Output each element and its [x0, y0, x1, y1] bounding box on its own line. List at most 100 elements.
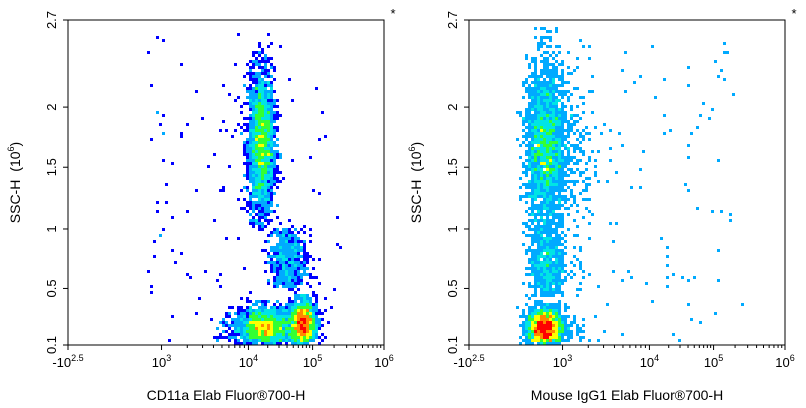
density-point — [261, 168, 264, 171]
density-point — [546, 207, 549, 210]
density-point — [273, 66, 276, 69]
density-point — [306, 258, 309, 261]
density-point — [318, 192, 321, 195]
density-point — [273, 336, 276, 339]
density-point — [555, 30, 558, 33]
density-point — [555, 87, 558, 90]
density-point — [561, 282, 564, 285]
density-point — [546, 243, 549, 246]
density-point — [264, 159, 267, 162]
density-point — [291, 273, 294, 276]
density-point — [522, 162, 525, 165]
density-point — [258, 216, 261, 219]
density-point — [312, 303, 315, 306]
density-point — [234, 342, 237, 345]
density-point — [270, 138, 273, 141]
density-point — [531, 108, 534, 111]
density-point — [576, 66, 579, 69]
density-point — [543, 192, 546, 195]
density-point — [267, 102, 270, 105]
density-point — [249, 135, 252, 138]
density-point — [543, 339, 546, 342]
x-tick-label: 105 — [704, 353, 723, 370]
density-point — [525, 324, 528, 327]
density-point — [552, 261, 555, 264]
density-point — [267, 132, 270, 135]
density-point — [264, 192, 267, 195]
density-point — [279, 231, 282, 234]
density-point — [234, 339, 237, 342]
density-point — [531, 57, 534, 60]
density-point — [573, 180, 576, 183]
density-point — [540, 81, 543, 84]
density-point — [534, 183, 537, 186]
density-point — [534, 204, 537, 207]
density-point — [264, 315, 267, 318]
density-point — [528, 141, 531, 144]
density-point — [549, 171, 552, 174]
density-point — [546, 69, 549, 72]
density-point — [726, 51, 729, 54]
density-point — [252, 171, 255, 174]
y-tick-label: 0.5 — [44, 279, 59, 297]
density-point — [561, 60, 564, 63]
density-point — [276, 342, 279, 345]
density-point — [264, 150, 267, 153]
density-point — [552, 243, 555, 246]
density-point — [291, 252, 294, 255]
density-point — [549, 177, 552, 180]
density-point — [276, 324, 279, 327]
density-point — [258, 126, 261, 129]
density-point — [570, 321, 573, 324]
density-point — [543, 201, 546, 204]
density-point — [156, 111, 159, 114]
density-point — [270, 84, 273, 87]
density-point — [249, 300, 252, 303]
density-point — [576, 180, 579, 183]
density-point — [567, 339, 570, 342]
density-point — [258, 213, 261, 216]
density-point — [276, 267, 279, 270]
density-point — [555, 303, 558, 306]
density-point — [252, 168, 255, 171]
density-point — [270, 315, 273, 318]
density-point — [261, 174, 264, 177]
density-point — [273, 261, 276, 264]
density-point — [537, 195, 540, 198]
density-point — [261, 87, 264, 90]
density-point — [546, 321, 549, 324]
density-point — [540, 87, 543, 90]
density-point — [531, 120, 534, 123]
density-point — [261, 321, 264, 324]
density-point — [561, 171, 564, 174]
density-point — [531, 201, 534, 204]
density-point — [558, 339, 561, 342]
density-point — [540, 141, 543, 144]
density-point — [258, 225, 261, 228]
density-point — [318, 312, 321, 315]
density-point — [255, 111, 258, 114]
x-tick-exponent: 6 — [389, 353, 394, 363]
density-point — [261, 90, 264, 93]
density-point — [270, 165, 273, 168]
density-point — [564, 306, 567, 309]
density-point — [528, 261, 531, 264]
density-point — [267, 321, 270, 324]
density-point — [522, 81, 525, 84]
density-point — [246, 138, 249, 141]
density-point — [549, 141, 552, 144]
density-point — [564, 129, 567, 132]
density-point — [246, 333, 249, 336]
density-point — [537, 270, 540, 273]
density-point — [540, 165, 543, 168]
density-point — [540, 120, 543, 123]
density-point — [537, 315, 540, 318]
density-point — [270, 192, 273, 195]
density-point — [261, 156, 264, 159]
density-point — [540, 45, 543, 48]
density-point — [303, 297, 306, 300]
density-point — [570, 168, 573, 171]
density-point — [273, 126, 276, 129]
density-point — [267, 333, 270, 336]
density-point — [549, 270, 552, 273]
